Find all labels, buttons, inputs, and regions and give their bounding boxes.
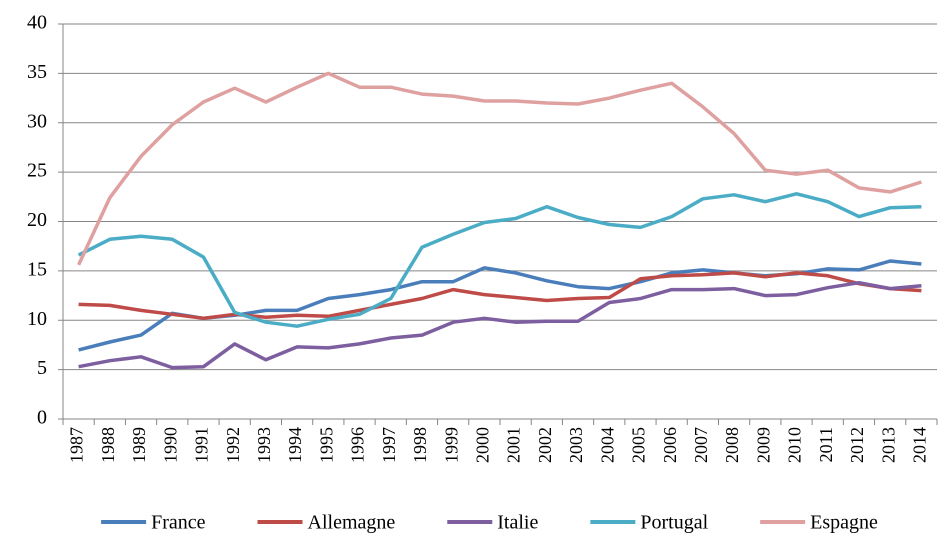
y-tick-label: 0 (37, 407, 47, 429)
x-tick-label: 1994 (285, 427, 305, 463)
x-tick-label: 2006 (660, 427, 680, 463)
y-tick-label: 5 (37, 357, 47, 379)
legend: France Allemagne Italie Portugal Espagne (101, 512, 878, 534)
x-tick-label: 2002 (535, 427, 555, 463)
x-tick-label: 1992 (223, 427, 243, 463)
y-tick-label: 15 (27, 258, 47, 280)
x-tick-label: 1996 (348, 427, 368, 463)
x-tick-label: 2007 (691, 427, 711, 463)
x-tick-label: 2001 (504, 427, 524, 463)
x-tick-label: 2003 (566, 427, 586, 463)
series-line (77, 192, 922, 328)
series-line (78, 280, 922, 370)
x-tick-label: 1998 (410, 427, 430, 463)
legend-label: Portugal (640, 512, 708, 534)
x-tick-label: 1993 (254, 427, 274, 463)
x-tick-label: 2014 (910, 427, 930, 463)
x-tick-label: 2011 (816, 427, 836, 462)
x-tick-label: 1990 (160, 427, 180, 463)
y-tick-label: 40 (27, 12, 47, 34)
x-tick-label: 2000 (473, 427, 493, 463)
y-tick-label: 25 (27, 160, 47, 182)
legend-label: France (151, 512, 206, 534)
y-tick-label: 35 (27, 61, 47, 83)
x-tick-label: 2013 (878, 427, 898, 463)
x-tick-label: 1987 (67, 427, 87, 463)
x-tick-label: 2009 (753, 427, 773, 463)
x-tick-label: 1997 (379, 427, 399, 463)
legend-label: Espagne (810, 512, 878, 534)
y-tick-label: 20 (27, 209, 47, 231)
x-tick-label: 2004 (597, 427, 617, 463)
series-line (78, 271, 922, 321)
y-tick-label: 10 (27, 308, 47, 330)
legend-label: Allemagne (308, 512, 396, 534)
legend-label: Italie (497, 512, 538, 534)
x-tick-label: 1999 (441, 427, 461, 463)
x-tick-label: 1989 (129, 427, 149, 463)
x-tick-label: 1991 (192, 427, 212, 463)
y-tick-label: 30 (27, 110, 47, 132)
series-line (77, 71, 922, 266)
x-tick-label: 1995 (316, 427, 336, 463)
x-tick-label: 2010 (785, 427, 805, 463)
x-tick-label: 2012 (847, 427, 867, 463)
x-tick-label: 2005 (629, 427, 649, 463)
x-tick-label: 1988 (98, 427, 118, 463)
x-tick-label: 2008 (722, 427, 742, 463)
